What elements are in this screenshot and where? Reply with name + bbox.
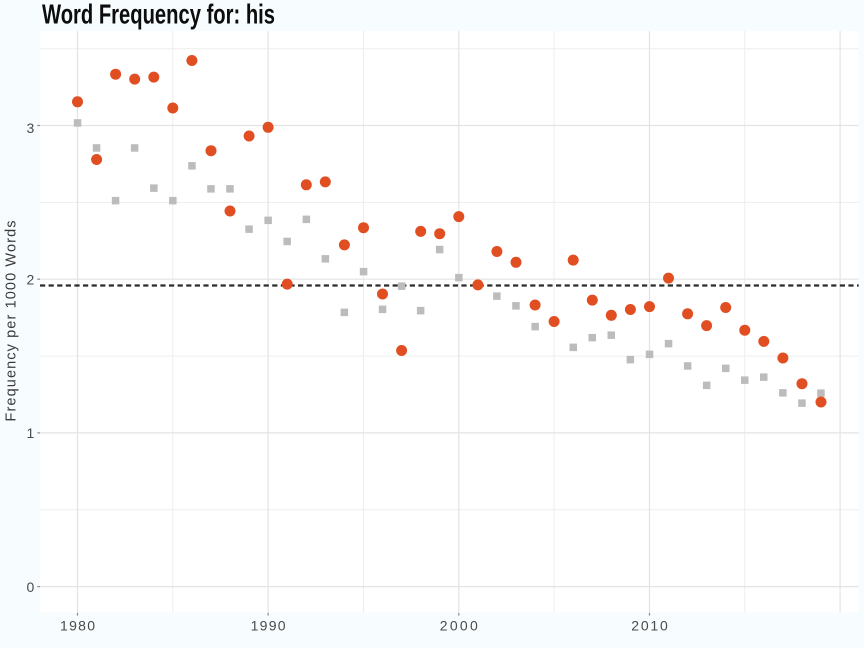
svg-text:0: 0: [27, 579, 35, 595]
svg-text:1990: 1990: [251, 618, 286, 634]
svg-text:2000: 2000: [440, 618, 478, 634]
svg-text:3: 3: [27, 120, 35, 136]
svg-text:1: 1: [27, 425, 35, 441]
svg-text:Frequency per 1000 Words: Frequency per 1000 Words: [4, 221, 20, 422]
svg-text:1980: 1980: [60, 618, 95, 634]
svg-text:2: 2: [27, 272, 35, 288]
svg-text:2010: 2010: [631, 618, 668, 634]
svg-text:Word Frequency for: his: Word Frequency for: his: [42, 0, 275, 30]
